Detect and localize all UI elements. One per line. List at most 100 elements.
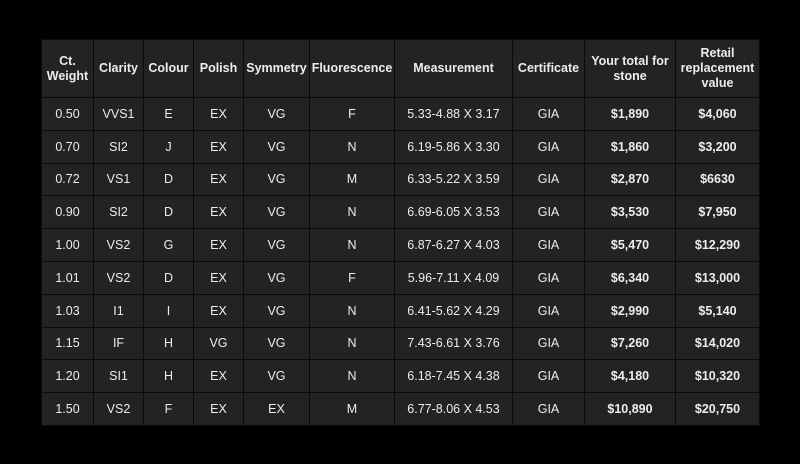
cell-colour: G bbox=[143, 228, 194, 262]
cell-ct-weight: 0.90 bbox=[41, 195, 94, 230]
cell-measurement: 6.77-8.06 X 4.53 bbox=[394, 392, 513, 426]
column-header-line: Retail bbox=[700, 46, 735, 60]
table-row: 1.00 VS2 G EX VG N 6.87-6.27 X 4.03 GIA $5,470 $1… bbox=[41, 228, 760, 262]
cell-symmetry: VG bbox=[243, 195, 310, 230]
cell-fluorescence: F bbox=[309, 97, 395, 131]
column-header-line: Colour bbox=[148, 61, 189, 75]
column-header-polish: Polish bbox=[193, 39, 244, 98]
cell-measurement: 5.96-7.11 X 4.09 bbox=[394, 260, 513, 295]
column-header-clarity: Clarity bbox=[93, 39, 144, 98]
cell-your-total: $4,180 bbox=[584, 359, 676, 394]
column-header-line: Clarity bbox=[99, 61, 138, 75]
column-header-line: Ct. bbox=[59, 53, 76, 68]
cell-clarity: VS2 bbox=[93, 260, 144, 295]
cell-ct-weight: 1.00 bbox=[41, 228, 94, 262]
cell-clarity: SI2 bbox=[93, 195, 144, 230]
cell-retail-value: $3,200 bbox=[675, 129, 760, 164]
cell-fluorescence: N bbox=[309, 195, 395, 230]
cell-polish: EX bbox=[193, 260, 244, 295]
cell-your-total: $3,530 bbox=[584, 195, 676, 230]
cell-measurement: 6.87-6.27 X 4.03 bbox=[394, 228, 513, 262]
cell-symmetry: EX bbox=[243, 392, 310, 426]
cell-certificate: GIA bbox=[512, 162, 585, 197]
cell-clarity: SI1 bbox=[93, 359, 144, 394]
cell-measurement: 6.18-7.45 X 4.38 bbox=[394, 359, 513, 394]
cell-polish: EX bbox=[193, 97, 244, 131]
diamond-price-table: Ct. Weight Clarity Colour Polish Symmetry Fluo… bbox=[41, 39, 760, 426]
cell-your-total: $5,470 bbox=[584, 228, 676, 262]
column-header-fluorescence: Fluorescence bbox=[309, 39, 395, 98]
column-header-your-total: Your total for stone bbox=[584, 39, 676, 98]
cell-measurement: 5.33-4.88 X 3.17 bbox=[394, 97, 513, 131]
table-header: Ct. Weight Clarity Colour Polish Symmetry Fluo… bbox=[41, 39, 760, 98]
cell-fluorescence: N bbox=[309, 293, 395, 328]
cell-fluorescence: M bbox=[309, 392, 395, 426]
cell-measurement: 6.19-5.86 X 3.30 bbox=[394, 129, 513, 164]
cell-retail-value: $12,290 bbox=[675, 228, 760, 262]
cell-ct-weight: 1.01 bbox=[41, 260, 94, 295]
cell-polish: EX bbox=[193, 129, 244, 164]
cell-colour: F bbox=[143, 392, 194, 426]
header-row: Ct. Weight Clarity Colour Polish Symmetry Fluo… bbox=[41, 39, 760, 98]
cell-colour: I bbox=[143, 293, 194, 328]
cell-colour: D bbox=[143, 162, 194, 197]
cell-ct-weight: 0.50 bbox=[41, 97, 94, 131]
cell-measurement: 7.43-6.61 X 3.76 bbox=[394, 326, 513, 361]
cell-ct-weight: 1.03 bbox=[41, 293, 94, 328]
cell-colour: D bbox=[143, 260, 194, 295]
cell-polish: EX bbox=[193, 392, 244, 426]
cell-retail-value: $14,020 bbox=[675, 326, 760, 361]
column-header-ct-weight: Ct. Weight bbox=[41, 39, 94, 98]
cell-fluorescence: N bbox=[309, 359, 395, 394]
cell-clarity: VS2 bbox=[93, 392, 144, 426]
cell-measurement: 6.41-5.62 X 4.29 bbox=[394, 293, 513, 328]
cell-polish: VG bbox=[193, 326, 244, 361]
table-row: 0.70 SI2 J EX VG N 6.19-5.86 X 3.30 GIA $1,860 $3… bbox=[41, 129, 760, 164]
cell-fluorescence: M bbox=[309, 162, 395, 197]
table-row: 0.72 VS1 D EX VG M 6.33-5.22 X 3.59 GIA $2,870 $6… bbox=[41, 162, 760, 197]
cell-ct-weight: 0.72 bbox=[41, 162, 94, 197]
table-row: 0.90 SI2 D EX VG N 6.69-6.05 X 3.53 GIA $3,530 $7… bbox=[41, 195, 760, 230]
cell-retail-value: $4,060 bbox=[675, 97, 760, 131]
cell-fluorescence: N bbox=[309, 228, 395, 262]
cell-symmetry: VG bbox=[243, 162, 310, 197]
cell-retail-value: $6630 bbox=[675, 162, 760, 197]
cell-measurement: 6.33-5.22 X 3.59 bbox=[394, 162, 513, 197]
cell-polish: EX bbox=[193, 293, 244, 328]
cell-certificate: GIA bbox=[512, 260, 585, 295]
cell-symmetry: VG bbox=[243, 359, 310, 394]
cell-certificate: GIA bbox=[512, 97, 585, 131]
cell-polish: EX bbox=[193, 228, 244, 262]
cell-symmetry: VG bbox=[243, 129, 310, 164]
cell-your-total: $6,340 bbox=[584, 260, 676, 295]
cell-retail-value: $13,000 bbox=[675, 260, 760, 295]
cell-ct-weight: 1.15 bbox=[41, 326, 94, 361]
column-header-retail-value: Retail replacement value bbox=[675, 39, 760, 98]
cell-polish: EX bbox=[193, 195, 244, 230]
cell-your-total: $1,860 bbox=[584, 129, 676, 164]
cell-colour: D bbox=[143, 195, 194, 230]
cell-your-total: $2,990 bbox=[584, 293, 676, 328]
column-header-symmetry: Symmetry bbox=[243, 39, 310, 98]
cell-colour: J bbox=[143, 129, 194, 164]
cell-colour: E bbox=[143, 97, 194, 131]
cell-your-total: $7,260 bbox=[584, 326, 676, 361]
cell-symmetry: VG bbox=[243, 326, 310, 361]
cell-your-total: $2,870 bbox=[584, 162, 676, 197]
column-header-certificate: Certificate bbox=[512, 39, 585, 98]
cell-symmetry: VG bbox=[243, 260, 310, 295]
cell-retail-value: $20,750 bbox=[675, 392, 760, 426]
cell-symmetry: VG bbox=[243, 228, 310, 262]
cell-certificate: GIA bbox=[512, 392, 585, 426]
table-row: 1.50 VS2 F EX EX M 6.77-8.06 X 4.53 GIA $10,890 $… bbox=[41, 392, 760, 426]
cell-clarity: IF bbox=[93, 326, 144, 361]
table-row: 1.03 I1 I EX VG N 6.41-5.62 X 4.29 GIA $2,990 $5,… bbox=[41, 293, 760, 328]
table-row: 1.15 IF H VG VG N 7.43-6.61 X 3.76 GIA $7,260 $14… bbox=[41, 326, 760, 361]
column-header-line: stone bbox=[613, 68, 647, 83]
table-body: 0.50 VVS1 E EX VG F 5.33-4.88 X 3.17 GIA $1,890 $… bbox=[41, 97, 760, 426]
table-row: 0.50 VVS1 E EX VG F 5.33-4.88 X 3.17 GIA $1,890 $… bbox=[41, 97, 760, 131]
cell-clarity: VS2 bbox=[93, 228, 144, 262]
column-header-line: replacement bbox=[680, 61, 755, 75]
cell-symmetry: VG bbox=[243, 97, 310, 131]
cell-measurement: 6.69-6.05 X 3.53 bbox=[394, 195, 513, 230]
